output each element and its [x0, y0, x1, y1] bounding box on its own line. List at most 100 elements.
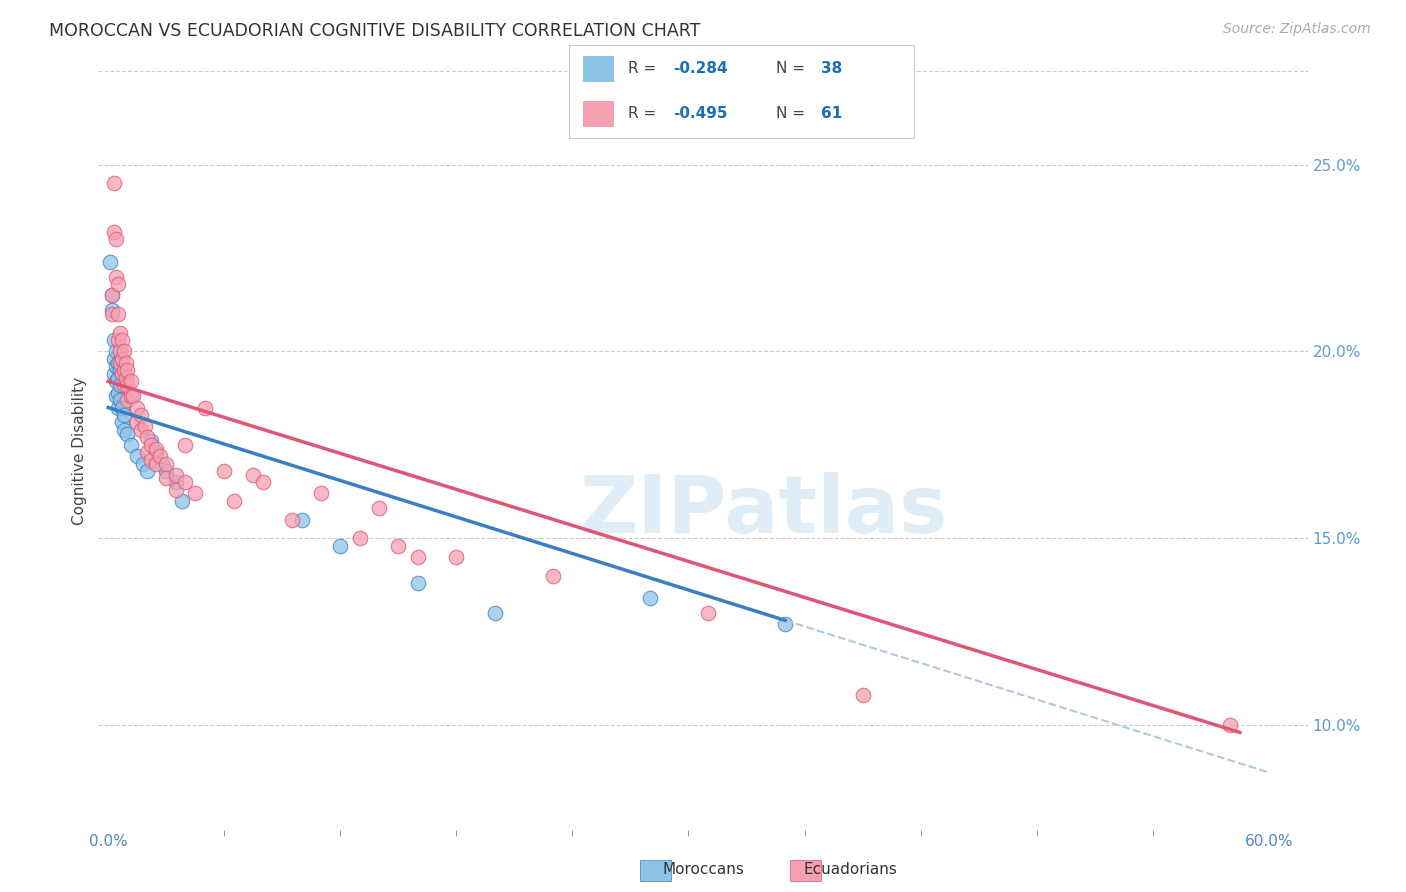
FancyBboxPatch shape — [583, 101, 614, 127]
Point — [112, 378, 135, 392]
Point — [242, 467, 264, 482]
Point — [108, 326, 131, 340]
Point — [98, 255, 121, 269]
Point — [368, 501, 391, 516]
Point — [112, 344, 135, 359]
Point — [101, 288, 124, 302]
Point — [104, 359, 127, 374]
Point — [165, 475, 187, 490]
Text: ZIPatlas: ZIPatlas — [579, 472, 948, 550]
Point — [446, 549, 468, 564]
Point — [108, 378, 131, 392]
Point — [111, 367, 134, 381]
Y-axis label: Cognitive Disability: Cognitive Disability — [72, 376, 87, 524]
Point — [101, 288, 124, 302]
Point — [174, 438, 197, 452]
Point — [101, 307, 124, 321]
Point — [290, 512, 312, 526]
Text: R =: R = — [628, 61, 661, 76]
Point — [107, 370, 129, 384]
Point — [165, 483, 187, 497]
Point — [135, 464, 157, 478]
Text: N =: N = — [776, 61, 810, 76]
Point — [252, 475, 274, 490]
Point — [108, 363, 131, 377]
Point — [541, 568, 564, 582]
Point — [107, 356, 129, 370]
Point — [104, 389, 127, 403]
Point — [103, 225, 125, 239]
Text: Ecuadorians: Ecuadorians — [804, 863, 897, 877]
Point — [103, 351, 125, 366]
Point — [129, 408, 152, 422]
Text: Source: ZipAtlas.com: Source: ZipAtlas.com — [1223, 22, 1371, 37]
Point — [349, 531, 371, 545]
Point — [120, 375, 142, 389]
Point — [135, 430, 157, 444]
FancyBboxPatch shape — [583, 56, 614, 82]
Point — [104, 269, 127, 284]
Point — [101, 303, 124, 318]
Point — [112, 423, 135, 437]
Point — [145, 445, 167, 459]
Point — [134, 419, 156, 434]
Point — [104, 232, 127, 246]
Point — [484, 606, 506, 620]
Point — [112, 363, 135, 377]
Text: 61: 61 — [821, 106, 842, 121]
Point — [406, 549, 429, 564]
Point — [120, 438, 142, 452]
Point — [212, 464, 235, 478]
Point — [122, 389, 145, 403]
Point — [127, 401, 149, 415]
Point — [194, 401, 217, 415]
Text: R =: R = — [628, 106, 661, 121]
Point — [108, 344, 131, 359]
Point — [145, 457, 167, 471]
Point — [696, 606, 718, 620]
Point — [117, 426, 139, 441]
Point — [149, 449, 172, 463]
Point — [329, 539, 352, 553]
Point — [107, 333, 129, 347]
Text: MOROCCAN VS ECUADORIAN COGNITIVE DISABILITY CORRELATION CHART: MOROCCAN VS ECUADORIAN COGNITIVE DISABIL… — [49, 22, 700, 40]
Point — [114, 370, 136, 384]
Point — [103, 333, 125, 347]
Point — [150, 457, 173, 471]
Point — [114, 356, 136, 370]
Point — [155, 464, 177, 478]
Point — [111, 401, 134, 415]
Point — [108, 392, 131, 407]
Point — [387, 539, 409, 553]
Text: -0.495: -0.495 — [673, 106, 727, 121]
Point — [281, 512, 304, 526]
Point — [129, 423, 152, 437]
Point — [132, 457, 155, 471]
Point — [222, 494, 245, 508]
Point — [112, 408, 135, 422]
Point — [139, 438, 162, 452]
Text: N =: N = — [776, 106, 810, 121]
Text: Moroccans: Moroccans — [662, 863, 744, 877]
Point — [117, 363, 139, 377]
Point — [135, 445, 157, 459]
Point — [155, 457, 177, 471]
Point — [103, 367, 125, 381]
Point — [184, 486, 207, 500]
Point — [309, 486, 332, 500]
Point — [406, 576, 429, 591]
Point — [638, 591, 661, 605]
Point — [117, 378, 139, 392]
Point — [1219, 718, 1241, 732]
Point — [145, 442, 167, 456]
Point — [107, 401, 129, 415]
Point — [127, 416, 149, 430]
Point — [104, 344, 127, 359]
Text: -0.284: -0.284 — [673, 61, 727, 76]
Point — [103, 177, 125, 191]
Point — [111, 416, 134, 430]
Point — [165, 467, 187, 482]
Point — [104, 375, 127, 389]
Point — [107, 307, 129, 321]
Point — [170, 494, 193, 508]
